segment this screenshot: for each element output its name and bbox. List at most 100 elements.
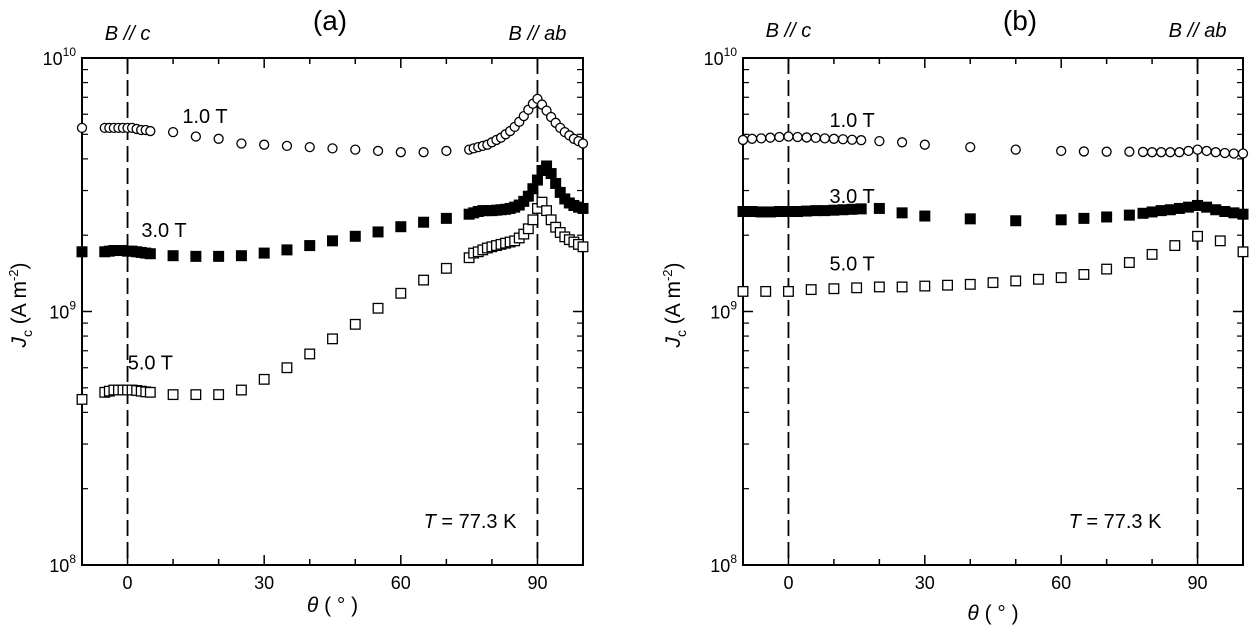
data-point	[372, 226, 384, 238]
data-point	[76, 393, 88, 405]
data-point	[1123, 257, 1135, 268]
x-tick-label: 0	[123, 573, 133, 593]
data-point	[281, 140, 293, 152]
temperature-annotation: T = 77.3 K	[1069, 511, 1162, 533]
data-point	[167, 250, 179, 262]
x-axis-label: θ ( ° )	[307, 594, 358, 617]
data-point	[440, 212, 452, 224]
data-point	[737, 206, 749, 218]
data-point	[746, 206, 758, 218]
data-point	[577, 138, 589, 149]
data-point	[810, 205, 822, 217]
data-point	[1146, 206, 1158, 218]
data-point	[235, 250, 247, 262]
panel-title: (a)	[313, 5, 347, 36]
panel-title: (b)	[1003, 5, 1037, 36]
data-point	[1137, 146, 1149, 158]
data-point	[774, 131, 785, 143]
data-point	[236, 138, 247, 149]
orientation-label: B // c	[766, 20, 812, 42]
data-point	[855, 203, 867, 215]
data-point	[1201, 145, 1212, 157]
temperature-annotation: T = 77.3 K	[424, 511, 517, 533]
data-point	[1056, 145, 1067, 157]
y-axis-label: Jc (A m-2)	[6, 262, 35, 348]
data-point	[856, 135, 867, 146]
series-30t	[76, 160, 589, 262]
data-point	[1078, 269, 1090, 280]
data-point	[395, 147, 406, 158]
y-tick-label: 109	[710, 299, 737, 323]
data-point	[792, 131, 803, 143]
data-point	[1146, 248, 1158, 260]
data-point	[327, 143, 338, 154]
data-point	[76, 246, 88, 258]
series-label: 1.0 T	[829, 110, 874, 132]
data-point	[919, 210, 931, 222]
data-point	[765, 132, 776, 143]
x-tick-label: 30	[254, 573, 274, 593]
data-point	[418, 274, 430, 286]
data-point	[896, 207, 908, 219]
data-point	[372, 302, 384, 314]
data-point	[746, 133, 758, 144]
series-label: 3.0 T	[829, 186, 874, 208]
data-point	[167, 389, 179, 401]
x-axis-label: θ ( ° )	[967, 602, 1018, 625]
data-point	[1237, 246, 1249, 258]
data-point	[1010, 275, 1022, 287]
data-point	[782, 206, 794, 218]
data-point	[1033, 273, 1044, 285]
data-point	[760, 285, 772, 297]
data-point	[281, 244, 293, 256]
data-point	[213, 389, 225, 401]
data-point	[828, 133, 840, 144]
data-point	[395, 221, 407, 233]
data-point	[1173, 202, 1185, 214]
data-point	[1164, 204, 1176, 216]
data-point	[372, 145, 384, 157]
data-point	[1101, 146, 1112, 157]
data-point	[349, 230, 361, 242]
data-point	[819, 133, 830, 144]
data-point	[1124, 146, 1135, 157]
y-tick-label: 1010	[704, 45, 738, 69]
x-tick-label: 90	[527, 573, 547, 593]
data-point	[1192, 230, 1203, 242]
data-point	[1210, 204, 1222, 216]
data-point	[919, 280, 931, 292]
data-point	[873, 281, 885, 293]
data-point	[737, 134, 749, 146]
data-point	[1237, 208, 1249, 220]
data-point	[1078, 146, 1090, 157]
data-point	[531, 174, 543, 186]
data-point	[819, 205, 831, 217]
data-point	[281, 362, 293, 374]
data-point	[527, 214, 539, 226]
series-label: 5.0 T	[829, 253, 874, 275]
y-tick-label: 109	[49, 299, 76, 323]
data-point	[828, 283, 840, 295]
data-point	[1055, 272, 1067, 284]
orientation-label: B // ab	[1169, 20, 1227, 42]
data-point	[577, 241, 589, 253]
data-point	[541, 205, 553, 217]
data-point	[522, 223, 534, 235]
data-point	[304, 348, 316, 360]
data-point	[1201, 201, 1213, 213]
data-point	[213, 250, 225, 262]
data-point	[874, 135, 885, 147]
data-point	[896, 281, 908, 293]
data-point	[987, 277, 999, 289]
data-point	[441, 145, 452, 157]
series-10t	[76, 93, 589, 158]
data-point	[190, 250, 202, 262]
data-point	[167, 126, 179, 138]
data-point	[1228, 148, 1240, 159]
data-point	[942, 279, 953, 291]
data-point	[259, 139, 270, 150]
data-point	[190, 131, 202, 142]
data-point	[418, 216, 430, 228]
data-point	[919, 139, 930, 150]
